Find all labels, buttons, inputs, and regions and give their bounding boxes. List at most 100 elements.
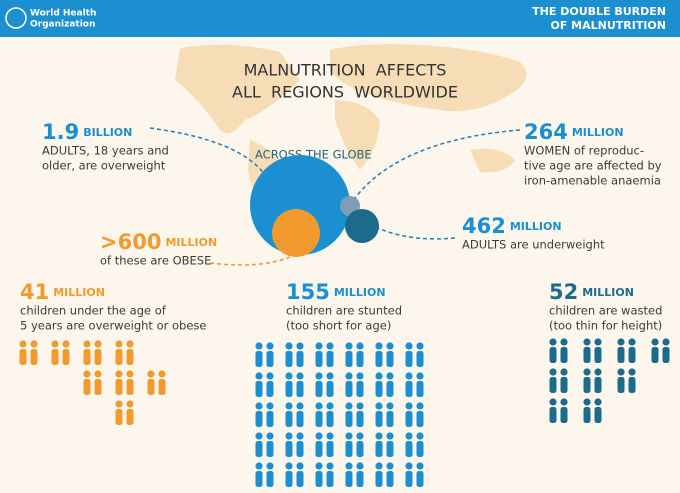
- child-icon: [560, 338, 568, 363]
- icon-head: [594, 398, 602, 406]
- icon-head: [19, 340, 27, 348]
- icon-body: [345, 411, 353, 427]
- icon-head: [617, 338, 625, 346]
- child-icon: [405, 372, 413, 397]
- header-title: THE DOUBLE BURDEN: [532, 5, 666, 18]
- child-icon: [356, 372, 364, 397]
- icon-head: [326, 402, 334, 410]
- stat-text: 5 years are overweight or obese: [20, 319, 207, 333]
- child-icon: [356, 342, 364, 367]
- child-icon: [62, 340, 70, 365]
- icon-body: [255, 411, 263, 427]
- stat-unit: MILLION: [572, 126, 624, 139]
- icon-body: [386, 411, 394, 427]
- stat-text: ADULTS are underweight: [462, 238, 605, 252]
- header-title: OF MALNUTRITION: [550, 19, 666, 32]
- icon-head: [375, 432, 383, 440]
- icon-head: [315, 372, 323, 380]
- child-icon: [285, 402, 293, 427]
- child-icon: [126, 370, 134, 395]
- child-icon: [285, 432, 293, 457]
- icon-head: [51, 340, 59, 348]
- stat-text: ADULTS, 18 years and: [42, 144, 169, 158]
- icon-body: [356, 381, 364, 397]
- icon-head: [266, 342, 274, 350]
- icon-head: [386, 342, 394, 350]
- child-icon: [560, 398, 568, 423]
- icon-body: [126, 409, 134, 425]
- icon-body: [285, 381, 293, 397]
- icon-head: [115, 370, 123, 378]
- child-icon: [158, 370, 166, 395]
- child-icon: [315, 342, 323, 367]
- icon-head: [62, 340, 70, 348]
- icon-body: [115, 409, 123, 425]
- icon-body: [416, 351, 424, 367]
- icon-head: [356, 402, 364, 410]
- icon-body: [147, 379, 155, 395]
- child-icon: [326, 402, 334, 427]
- child-icon: [266, 342, 274, 367]
- child-icon: [83, 370, 91, 395]
- icon-head: [94, 370, 102, 378]
- icon-body: [315, 411, 323, 427]
- child-icon: [628, 338, 636, 363]
- icon-body: [326, 471, 334, 487]
- icon-head: [315, 402, 323, 410]
- headline: ALL REGIONS WORLDWIDE: [232, 83, 458, 102]
- icon-body: [345, 471, 353, 487]
- icon-head: [266, 402, 274, 410]
- icon-body: [158, 379, 166, 395]
- icon-body: [94, 349, 102, 365]
- icon-head: [386, 402, 394, 410]
- icon-body: [266, 381, 274, 397]
- icon-body: [315, 351, 323, 367]
- icon-head: [266, 462, 274, 470]
- child-icon: [594, 368, 602, 393]
- icon-body: [126, 349, 134, 365]
- child-icon: [651, 338, 659, 363]
- icon-head: [594, 338, 602, 346]
- icon-head: [549, 368, 557, 376]
- underweight-circle: [345, 209, 379, 243]
- child-icon: [405, 432, 413, 457]
- icon-body: [549, 377, 557, 393]
- icon-body: [19, 349, 27, 365]
- child-icon: [255, 432, 263, 457]
- icon-body: [405, 441, 413, 457]
- icon-head: [356, 462, 364, 470]
- icon-head: [296, 402, 304, 410]
- icon-head: [386, 372, 394, 380]
- child-icon: [326, 372, 334, 397]
- child-icon: [345, 372, 353, 397]
- child-icon: [147, 370, 155, 395]
- logo: [5, 7, 27, 29]
- icon-body: [583, 377, 591, 393]
- child-icon: [285, 342, 293, 367]
- icon-body: [628, 377, 636, 393]
- stat-number: 52: [549, 280, 578, 304]
- icon-body: [405, 351, 413, 367]
- icon-head: [549, 338, 557, 346]
- icon-body: [416, 441, 424, 457]
- child-icon: [375, 462, 383, 487]
- child-icon: [416, 342, 424, 367]
- stat-number: 155: [286, 280, 330, 304]
- child-icon: [549, 368, 557, 393]
- child-icon: [416, 432, 424, 457]
- stat-heading: 155 MILLION: [286, 280, 386, 304]
- icon-body: [315, 441, 323, 457]
- icon-head: [255, 402, 263, 410]
- stat-unit: MILLION: [334, 286, 386, 299]
- icon-head: [583, 338, 591, 346]
- child-icon: [405, 462, 413, 487]
- icon-body: [315, 381, 323, 397]
- child-icon: [356, 402, 364, 427]
- stat-text: (too short for age): [286, 319, 391, 333]
- child-icon: [326, 462, 334, 487]
- icon-head: [296, 342, 304, 350]
- child-icon: [416, 462, 424, 487]
- child-icon: [375, 372, 383, 397]
- child-icon: [375, 402, 383, 427]
- stat-heading: 52 MILLION: [549, 280, 634, 304]
